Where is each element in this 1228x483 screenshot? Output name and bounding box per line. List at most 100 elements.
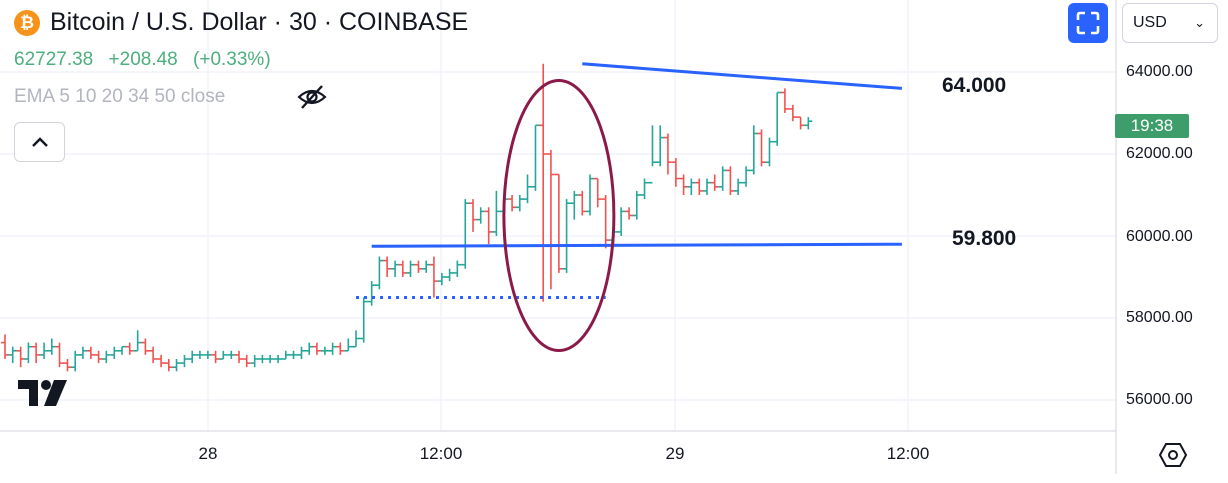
ohlc-bar (453, 260, 462, 277)
ohlc-bar (726, 166, 735, 195)
ohlc-bar (367, 281, 376, 306)
ohlc-bar (164, 359, 173, 372)
y-tick-label: 58000.00 (1126, 309, 1193, 326)
ohlc-bar (227, 350, 236, 359)
ohlc-bar (110, 346, 119, 359)
ohlc-bar (687, 178, 696, 195)
ohlc-bars (1, 63, 813, 372)
ohlc-bar (266, 354, 275, 364)
ohlc-bar (71, 350, 80, 372)
ohlc-bar (562, 199, 571, 273)
ohlc-bar (570, 190, 579, 220)
ohlc-bar (625, 207, 634, 220)
ohlc-bar (312, 342, 321, 355)
currency-select[interactable]: USD ⌄ (1122, 3, 1218, 43)
ohlc-bar (539, 63, 548, 302)
ohlc-bar (648, 125, 657, 184)
x-tick-label: 12:00 (886, 444, 930, 463)
chart-grid (0, 0, 1116, 431)
ohlc-bar (180, 354, 189, 368)
ohlc-bar (531, 124, 540, 191)
y-tick-label: 64000.00 (1126, 63, 1193, 80)
ohlc-bar (94, 350, 103, 364)
ohlc-bar (586, 174, 594, 216)
ohlc-bar (274, 354, 283, 364)
countdown-badge: 19:38 (1115, 114, 1189, 138)
ohlc-bar (469, 199, 477, 232)
price-change-pct: (+0.33%) (193, 49, 271, 70)
ohlc-bar (484, 207, 493, 245)
ohlc-bar (508, 195, 517, 212)
ohlc-bar (703, 178, 711, 195)
ohlc-bar (656, 125, 665, 167)
ohlc-bar (78, 346, 87, 359)
ohlc-bar (359, 297, 368, 343)
fullscreen-button[interactable] (1068, 3, 1108, 43)
ohlc-bar (749, 125, 758, 175)
chart-axes (0, 0, 1117, 474)
currency-label: USD (1133, 14, 1167, 31)
ohlc-bar (188, 350, 197, 364)
symbol-title[interactable]: Bitcoin / U.S. Dollar · 30 · COINBASE (50, 8, 469, 36)
ohlc-bar (203, 350, 212, 359)
ohlc-bar (554, 173, 563, 273)
resistance-line (582, 62, 903, 90)
ohlc-bar (320, 346, 329, 355)
ohlc-bar (406, 260, 415, 277)
bitcoin-icon: ₿ (14, 10, 40, 36)
ohlc-bar (476, 207, 485, 224)
ohlc-bar (679, 174, 688, 195)
ohlc-bar (141, 338, 150, 355)
ohlc-bar (344, 338, 353, 352)
ohlc-bar (250, 354, 259, 368)
ohlc-bar (546, 149, 555, 290)
ohlc-bar (55, 342, 64, 368)
ohlc-bar (593, 177, 602, 208)
ohlc-bar (710, 174, 719, 191)
ohlc-bar (734, 178, 743, 195)
ohlc-bar (352, 330, 360, 348)
ohlc-bar (195, 350, 204, 359)
ohlc-bar (242, 354, 251, 368)
ohlc-bar (796, 116, 805, 130)
ohlc-bar (336, 342, 345, 355)
ohlc-bar (523, 174, 532, 204)
collapse-legend-button[interactable] (14, 122, 65, 162)
ohlc-bar (40, 342, 49, 359)
chevron-up-icon (31, 137, 48, 147)
ohlc-bar (492, 190, 501, 236)
ohlc-bar (157, 354, 166, 368)
y-tick-label: 60000.00 (1126, 228, 1193, 245)
ohlc-bar (601, 195, 610, 249)
ohlc-bar (8, 346, 17, 364)
price-row: 62727.38 +208.48 (+0.33%) (14, 49, 281, 71)
ohlc-bar (1, 334, 9, 359)
settings-hexagon-icon[interactable] (1158, 440, 1188, 475)
indicator-legend[interactable]: EMA 5 10 20 34 50 close (14, 86, 226, 107)
highlight-ellipse (502, 79, 616, 352)
ohlc-bar (671, 158, 680, 187)
ohlc-bar (258, 354, 267, 364)
ohlc-bar (445, 268, 454, 282)
ohlc-bar (391, 260, 400, 277)
ohlc-bar (398, 260, 407, 277)
ohlc-bar (640, 178, 649, 200)
ohlc-bar (149, 346, 158, 364)
ohlc-bar (172, 359, 181, 372)
ohlc-bar (773, 91, 782, 146)
ohlc-bar (289, 350, 298, 359)
ohlc-bar (125, 342, 134, 355)
support-label: 59.800 (952, 227, 1017, 250)
ohlc-bar (235, 350, 243, 364)
ohlc-bar (788, 104, 797, 122)
ohlc-bar (663, 133, 672, 175)
ohlc-bar (297, 346, 306, 359)
y-tick-label: 56000.00 (1126, 391, 1193, 408)
ohlc-bar (632, 190, 641, 220)
ohlc-bar (742, 166, 751, 187)
ohlc-bar (383, 256, 392, 277)
eye-off-icon[interactable] (296, 84, 328, 115)
ohlc-bar (718, 166, 727, 191)
support-line (371, 242, 902, 248)
